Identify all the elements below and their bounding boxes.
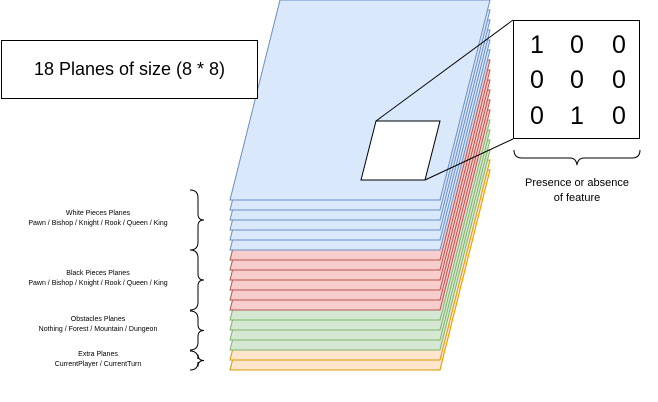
matrix-cell: 1 xyxy=(530,31,544,59)
group-label-white: White Pieces Planes Pawn / Bishop / Knig… xyxy=(0,209,196,229)
brace-white xyxy=(189,189,205,251)
matrix-cell: 0 xyxy=(530,102,544,130)
zoom-line xyxy=(424,138,514,181)
brace-black xyxy=(189,249,205,311)
brace-obstacles xyxy=(189,310,205,351)
group-detail: CurrentPlayer / CurrentTurn xyxy=(54,361,142,368)
title-box: 18 Planes of size (8 * 8) xyxy=(1,40,258,99)
brace-extra xyxy=(189,350,205,371)
feature-caption: Presence or absence of feature xyxy=(506,176,648,206)
group-name: Obstacles Planes xyxy=(70,316,126,323)
title-text: 18 Planes of size (8 * 8) xyxy=(33,59,226,79)
group-detail: Pawn / Bishop / Knight / Rook / Queen / … xyxy=(28,280,168,287)
group-label-black: Black Pieces Planes Pawn / Bishop / Knig… xyxy=(0,269,196,289)
matrix-cell: 0 xyxy=(570,66,584,94)
group-name: White Pieces Planes xyxy=(65,210,131,217)
matrix-cell: 0 xyxy=(612,102,626,130)
matrix-cell: 0 xyxy=(570,31,584,59)
matrix-cell: 1 xyxy=(570,102,584,130)
group-detail: Nothing / Forest / Mountain / Dungeon xyxy=(38,326,158,333)
zoom-line xyxy=(375,19,514,122)
matrix-cell: 0 xyxy=(612,66,626,94)
matrix-cell: 0 xyxy=(612,31,626,59)
feature-caption-line: Presence or absence xyxy=(525,177,629,189)
group-label-extra: Extra Planes CurrentPlayer / CurrentTurn xyxy=(0,350,196,370)
group-detail: Pawn / Bishop / Knight / Rook / Queen / … xyxy=(28,220,168,227)
matrix-cell: 0 xyxy=(530,66,544,94)
feature-caption-line: of feature xyxy=(553,192,601,204)
group-name: Extra Planes xyxy=(78,351,118,358)
group-label-obstacles: Obstacles Planes Nothing / Forest / Moun… xyxy=(0,315,196,335)
highlighted-cell xyxy=(360,120,441,181)
brace-matrix xyxy=(513,149,641,166)
feature-matrix: 1 0 0 0 0 0 0 1 0 xyxy=(513,20,640,139)
group-name: Black Pieces Planes xyxy=(66,270,130,277)
